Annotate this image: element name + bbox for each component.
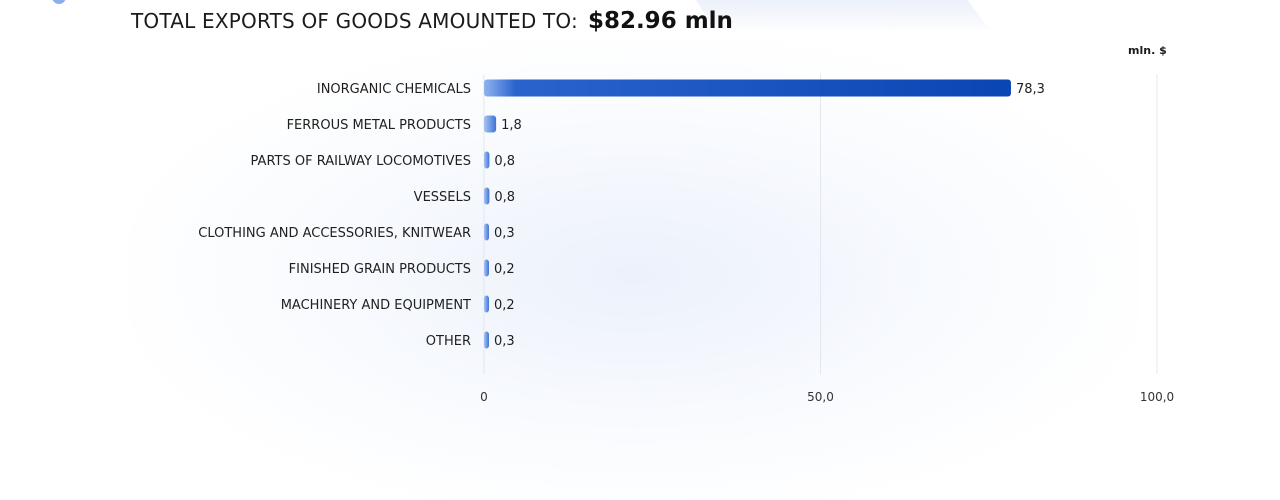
x-tick-label: 0: [480, 390, 488, 404]
value-label: 0,2: [494, 262, 515, 277]
unit-label: mln. $: [1128, 44, 1167, 57]
category-label: MACHINERY AND EQUIPMENT: [281, 298, 471, 313]
category-label: INORGANIC CHEMICALS: [317, 82, 471, 97]
x-tick-label: 100,0: [1140, 390, 1174, 404]
category-label: FERROUS METAL PRODUCTS: [287, 118, 471, 133]
value-label: 78,3: [1016, 82, 1045, 97]
category-label: FINISHED GRAIN PRODUCTS: [289, 262, 471, 277]
value-label: 0,3: [494, 226, 515, 241]
bar: [484, 187, 490, 205]
bar: [484, 223, 489, 241]
category-label: CLOTHING AND ACCESSORIES, KNITWEAR: [198, 226, 471, 241]
logo-icon: [52, 0, 66, 4]
headline-total-value: $82.96 mln: [587, 8, 733, 34]
value-label: 0,2: [494, 298, 515, 313]
bar: [484, 295, 489, 313]
headline-label: TOTAL EXPORTS OF GOODS AMOUNTED TO:: [131, 9, 578, 33]
category-label: PARTS OF RAILWAY LOCOMOTIVES: [251, 154, 471, 169]
bar: [484, 259, 489, 277]
x-tick-label: 50,0: [807, 390, 834, 404]
bar: [484, 331, 489, 349]
value-label: 0,3: [494, 334, 515, 349]
bar: [484, 115, 497, 133]
category-label: VESSELS: [414, 190, 471, 205]
value-label: 1,8: [501, 118, 522, 133]
category-label: OTHER: [426, 334, 471, 349]
value-label: 0,8: [494, 154, 515, 169]
value-label: 0,8: [494, 190, 515, 205]
headline: TOTAL EXPORTS OF GOODS AMOUNTED TO: $82.…: [131, 8, 733, 44]
bar: [484, 151, 490, 169]
bar: [484, 79, 1011, 97]
